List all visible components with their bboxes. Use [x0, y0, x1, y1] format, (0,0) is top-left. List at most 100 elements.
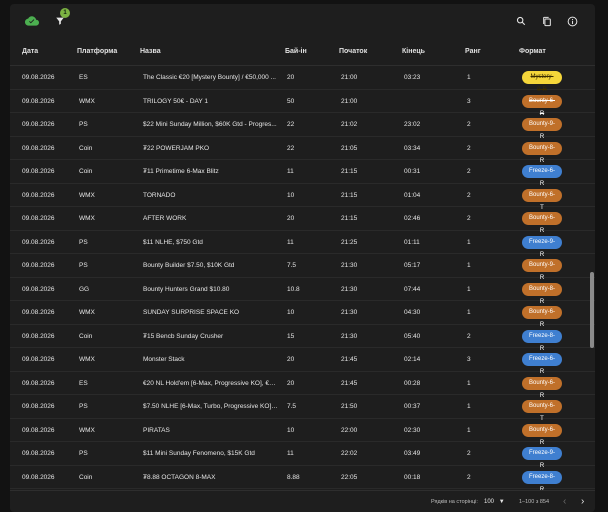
table-row[interactable]: 09.08.2026 Coin ₮11 Primetime 6-Max Blitz 1…: [10, 160, 595, 187]
filter-icon[interactable]: 1: [52, 8, 70, 29]
cell-date: 09.08.2026: [22, 309, 55, 316]
column-header-name[interactable]: Назва: [140, 48, 161, 55]
cell-platform: WMX: [79, 309, 95, 316]
format-badge: Freeze-6-R: [522, 353, 562, 375]
table-row[interactable]: 09.08.2026 WMX TORNADO 10 21:15 01:04 2 Bounty-…: [10, 184, 595, 211]
cell-date: 09.08.2026: [22, 450, 55, 457]
cell-platform: WMX: [79, 215, 95, 222]
format-badge-label: Bounty-6-R: [528, 97, 555, 117]
table-row[interactable]: 09.08.2026 WMX TRILOGY 50€ - DAY 1 50 21:00 3…: [10, 90, 595, 117]
cell-platform: WMX: [79, 97, 95, 105]
cell-date: 09.08.2026: [22, 121, 55, 128]
cell-buyin: 10: [287, 191, 295, 199]
scrollbar-thumb[interactable]: [590, 272, 594, 348]
cell-rank: 1: [467, 74, 471, 81]
cell-date: 09.08.2026: [22, 168, 55, 175]
cell-end: 03:23: [404, 74, 421, 81]
cell-start: 21:15: [341, 168, 358, 175]
cell-rank: 2: [467, 144, 471, 152]
format-badge: Bounty-9-R: [522, 118, 562, 140]
cell-start: 21:30: [341, 332, 358, 340]
column-header-date[interactable]: Дата: [22, 48, 39, 55]
caret-down-icon: ▼: [498, 499, 505, 505]
format-badge: Bounty-8-R: [522, 141, 562, 164]
cell-date: 09.08.2026: [22, 191, 55, 199]
cell-start: 21:45: [341, 379, 358, 387]
cell-platform: Coin: [79, 473, 93, 481]
cell-start: 21:30: [341, 285, 358, 293]
format-badge-label: Bounty-6-R: [528, 379, 555, 399]
table-row[interactable]: 09.08.2026 PS $22 Mini Sunday Million, $60…: [10, 113, 595, 140]
cell-end: 23:02: [404, 121, 421, 128]
format-badge: Freeze-8-R: [522, 470, 562, 490]
info-icon[interactable]: [564, 13, 580, 29]
column-header-format[interactable]: Формат: [519, 48, 546, 55]
cell-end: 04:30: [404, 309, 421, 316]
cell-platform: PS: [79, 450, 88, 457]
cell-platform: WMX: [79, 356, 95, 363]
cell-platform: GG: [79, 285, 90, 293]
format-badge-label: Bounty-6-T: [528, 191, 555, 211]
cell-buyin: 8.88: [287, 473, 300, 481]
cell-platform: PS: [79, 238, 88, 246]
cloud-check-icon[interactable]: [24, 13, 40, 29]
cell-start: 22:05: [341, 473, 358, 481]
pagination-range: 1–100 з 854: [519, 499, 550, 505]
cell-buyin: 11: [287, 450, 294, 457]
cell-buyin: 10: [287, 309, 295, 316]
cell-end: 00:37: [404, 403, 421, 410]
filter-count-badge: 1: [60, 8, 70, 18]
cell-name: ₮22 POWERJAM PKO: [143, 144, 210, 152]
format-badge: Bounty-6-R: [522, 306, 562, 328]
table-row[interactable]: 09.08.2026 Coin ₮15 Bencb Sunday Crusher 15…: [10, 325, 595, 352]
rows-per-page-select[interactable]: 100 ▼: [484, 491, 505, 512]
cell-name: ₮11 Primetime 6-Max Blitz: [143, 168, 219, 175]
format-badge-label: Mystery-9-R: [530, 74, 554, 93]
column-header-end[interactable]: Кінець: [402, 48, 425, 55]
cell-date: 09.08.2026: [22, 473, 55, 481]
column-header-platform[interactable]: Платформа: [77, 48, 118, 55]
cell-buyin: 7.5: [287, 262, 297, 269]
format-badge-label: Freeze-6-R: [528, 168, 555, 187]
cell-name: Bounty Builder $7.50, $10K Gtd: [143, 262, 235, 269]
table-row[interactable]: 09.08.2026 Coin ₮8.88 OCTAGON 8-MAX 8.88 22:…: [10, 466, 595, 490]
cell-name: Monster Stack: [143, 356, 185, 363]
cell-name: PIRATAS: [143, 426, 170, 434]
column-header-buyin[interactable]: Бай-ін: [285, 48, 307, 55]
format-badge: Bounty-6-R: [522, 423, 562, 446]
cell-rank: 1: [467, 309, 471, 316]
format-badge-label: Freeze-8-R: [528, 473, 555, 491]
cell-end: 05:40: [404, 332, 421, 340]
cell-buyin: 20: [287, 215, 295, 222]
cell-start: 22:00: [341, 426, 358, 434]
cell-end: 07:44: [404, 285, 421, 293]
table-row[interactable]: 09.08.2026 WMX PIRATAS 10 22:00 02:30 1 Bounty-…: [10, 419, 595, 446]
table-row[interactable]: 09.08.2026 GG Bounty Hunters Grand $10.80 1…: [10, 278, 595, 305]
table-row[interactable]: 09.08.2026 PS $7.50 NLHE [6-Max, Turbo, Pr…: [10, 395, 595, 422]
cell-rank: 1: [467, 379, 471, 387]
table-row[interactable]: 09.08.2026 ES €20 NL Hold'em [6-Max, Progr…: [10, 372, 595, 399]
cell-buyin: 20: [287, 356, 295, 363]
table-row[interactable]: 09.08.2026 WMX Monster Stack 20 21:45 02:14 3 F…: [10, 348, 595, 375]
search-icon[interactable]: [513, 13, 529, 29]
column-header-rank[interactable]: Ранг: [465, 48, 481, 55]
pagination-footer: Рядків на сторінці: 100 ▼ 1–100 з 854 ‹ …: [10, 490, 595, 512]
table-row[interactable]: 09.08.2026 PS $11 Mini Sunday Fenomeno, $1…: [10, 442, 595, 469]
cell-platform: ES: [79, 74, 88, 81]
table-row[interactable]: 09.08.2026 Coin ₮22 POWERJAM PKO 22 21:05 03:…: [10, 137, 595, 164]
previous-page-icon[interactable]: ‹: [563, 496, 567, 507]
table-row[interactable]: 09.08.2026 PS $11 NLHE, $750 Gtd 11 21:25 01:…: [10, 231, 595, 258]
cell-name: ₮15 Bencb Sunday Crusher: [143, 332, 224, 340]
cell-date: 09.08.2026: [22, 426, 55, 434]
cell-rank: 3: [467, 97, 471, 105]
next-page-icon[interactable]: ›: [581, 496, 585, 507]
table-row[interactable]: 09.08.2026 WMX AFTER WORK 20 21:15 02:46 2 Boun…: [10, 207, 595, 234]
table-row[interactable]: 09.08.2026 PS Bounty Builder $7.50, $10K G…: [10, 254, 595, 281]
cell-name: AFTER WORK: [143, 215, 187, 222]
copy-icon[interactable]: [539, 13, 555, 29]
table-row[interactable]: 09.08.2026 WMX SUNDAY SURPRISE SPACE KO 10 2…: [10, 301, 595, 328]
format-badge-label: Freeze-6-R: [528, 356, 555, 375]
column-header-start[interactable]: Початок: [339, 48, 368, 55]
cell-name: $11 NLHE, $750 Gtd: [143, 238, 203, 246]
table-row[interactable]: 09.08.2026 ES The Classic €20 [Mystery Bou…: [10, 66, 595, 93]
